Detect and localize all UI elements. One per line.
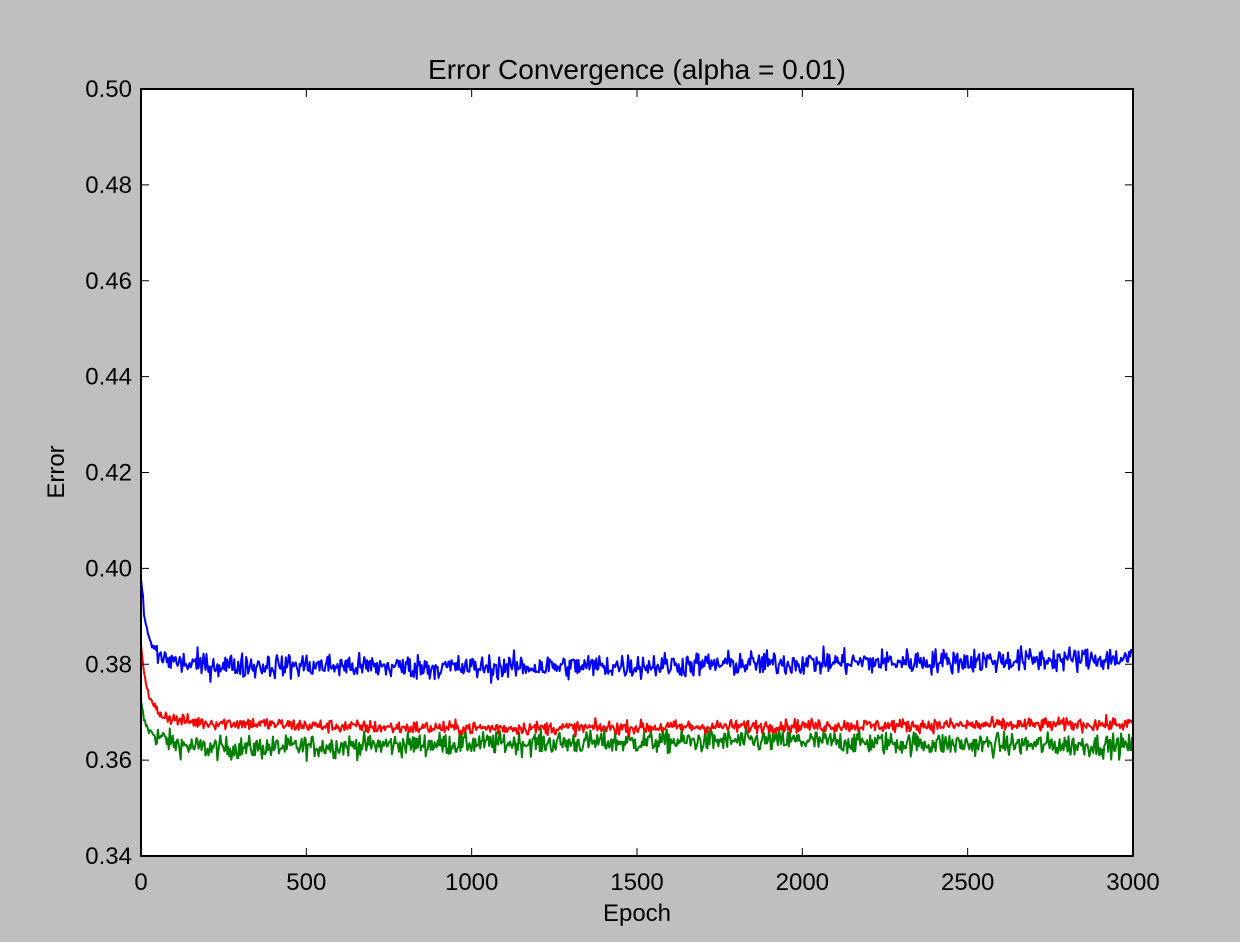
y-axis-label: Error bbox=[43, 445, 70, 498]
x-tick-label: 3000 bbox=[1106, 869, 1159, 896]
x-tick-label: 2500 bbox=[941, 869, 994, 896]
series-line-1 bbox=[140, 644, 1134, 738]
series-line-0 bbox=[140, 578, 1134, 684]
y-tick-label: 0.34 bbox=[85, 843, 132, 870]
x-axis-label: Epoch bbox=[603, 900, 671, 927]
x-tick-label: 1500 bbox=[610, 869, 663, 896]
y-tick-label: 0.44 bbox=[85, 364, 132, 391]
y-tick-label: 0.46 bbox=[85, 268, 132, 295]
chart-title: Error Convergence (alpha = 0.01) bbox=[428, 54, 846, 85]
y-tick-label: 0.36 bbox=[85, 747, 132, 774]
x-tick-label: 2000 bbox=[776, 869, 829, 896]
plot-frame bbox=[140, 88, 1134, 857]
x-tick-label: 500 bbox=[286, 869, 326, 896]
series-line-2 bbox=[140, 700, 1134, 763]
x-tick-label: 0 bbox=[134, 869, 147, 896]
series-layer bbox=[140, 578, 1134, 763]
y-tick-label: 0.38 bbox=[85, 651, 132, 678]
x-tick-label: 1000 bbox=[445, 869, 498, 896]
y-tick-label: 0.50 bbox=[85, 76, 132, 103]
y-tick-label: 0.48 bbox=[85, 172, 132, 199]
tick-labels-layer: 0 500 1000 1500 2000 2500 3000 0.34 0.36 0.38 0.40… bbox=[85, 76, 1159, 896]
y-tick-label: 0.42 bbox=[85, 460, 132, 487]
y-tick-label: 0.40 bbox=[85, 555, 132, 582]
